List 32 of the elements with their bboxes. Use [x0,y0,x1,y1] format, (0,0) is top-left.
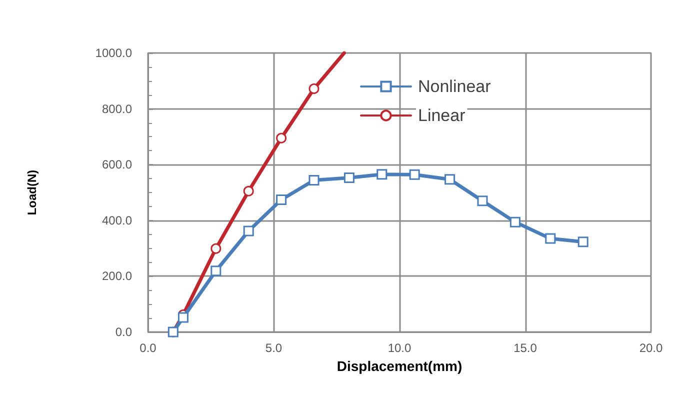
point [276,132,287,144]
y-tick-label: 0.0 [115,325,132,339]
x-axis-title: Displacement(mm) [336,358,462,374]
point [376,169,388,180]
y-tick-label: 600.0 [102,158,132,172]
x-tick-label: 10.0 [388,341,412,355]
legend-label: Nonlinear [418,77,492,96]
legend-label: Linear [418,106,466,125]
y-tick-label: 1000.0 [95,46,132,60]
x-tick-label: 20.0 [639,341,663,355]
point [308,83,320,94]
point [276,194,287,206]
point [510,216,520,228]
point [545,233,556,244]
point [178,312,188,323]
x-tick-label: 15.0 [514,341,538,355]
point [308,174,320,186]
point [578,236,588,248]
x-tick-label: 5.0 [265,341,282,355]
point [344,172,354,183]
y-tick-label: 400.0 [102,213,132,228]
y-tick-label: 800.0 [102,102,132,116]
y-tick-label: 200.0 [102,269,132,284]
point [243,226,254,236]
point [444,174,456,185]
x-tick-label: 0.0 [140,341,157,355]
point [210,243,222,254]
y-axis-title: Load(N) [25,170,39,216]
point [477,196,488,206]
point [409,169,420,180]
point [243,186,254,196]
point [210,266,222,276]
